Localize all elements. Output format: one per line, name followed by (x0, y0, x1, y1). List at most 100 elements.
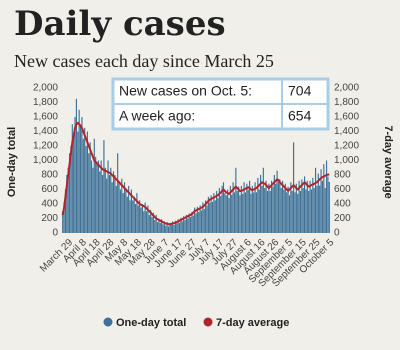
bar (199, 205, 201, 233)
bar (288, 195, 291, 233)
bar (209, 202, 211, 233)
bar (205, 200, 207, 233)
bar (96, 164, 98, 233)
bar (154, 219, 156, 233)
bar (328, 181, 330, 233)
bar (118, 182, 120, 233)
y-tick-label: 1,200 (33, 141, 58, 152)
bar (155, 214, 157, 233)
bar (250, 193, 252, 233)
bar (73, 135, 75, 233)
bar (319, 185, 321, 233)
bar (214, 200, 216, 233)
chart-title: Daily cases (14, 4, 226, 44)
bar (150, 209, 152, 233)
bar (272, 186, 274, 233)
bar (123, 182, 126, 233)
bar (141, 204, 143, 233)
bar (286, 192, 288, 233)
bar (145, 211, 148, 233)
bar (165, 225, 167, 233)
bar (111, 182, 113, 233)
y2-tick-label: 1,400 (334, 126, 359, 137)
bar (166, 222, 168, 233)
bar (92, 167, 94, 233)
bar (129, 200, 131, 233)
bar (310, 189, 313, 233)
legend-label: One-day total (116, 317, 186, 329)
bar (294, 192, 296, 233)
bar (78, 109, 80, 233)
bar (70, 146, 72, 233)
bar (64, 189, 67, 233)
bar (280, 188, 282, 233)
bar (271, 180, 273, 233)
bar (71, 124, 73, 233)
bar (140, 207, 142, 233)
bar (77, 131, 79, 233)
bar (126, 196, 128, 233)
y2-tick-label: 0 (334, 228, 340, 239)
y2-axis-title: 7-day average (382, 125, 394, 198)
bar (287, 186, 289, 233)
bar (279, 179, 281, 233)
callout-label: New cases on Oct. 5: (119, 83, 252, 99)
bar (303, 176, 306, 233)
bar (316, 185, 318, 233)
bar (195, 213, 197, 233)
y-axis-title: One-day total (6, 127, 18, 197)
bar (181, 221, 183, 233)
bar (246, 183, 248, 233)
bar (151, 217, 153, 233)
bar (314, 167, 317, 233)
bar (275, 183, 277, 233)
bar (183, 216, 185, 233)
bar (257, 177, 259, 233)
bar (167, 226, 170, 233)
bar (243, 182, 245, 233)
y-tick-label: 1,400 (33, 126, 58, 137)
bar (255, 192, 258, 233)
y-tick-label: 0 (52, 228, 58, 239)
bar (172, 221, 174, 233)
bar (324, 188, 326, 233)
bar (184, 219, 186, 233)
bar (107, 160, 109, 233)
bar (95, 156, 97, 233)
bar (133, 196, 135, 233)
legend-swatch (103, 317, 113, 327)
bar (218, 188, 220, 233)
y-tick-label: 600 (41, 184, 58, 195)
bar (169, 222, 171, 233)
bar (254, 182, 256, 233)
bar (220, 196, 222, 233)
bar (85, 146, 87, 233)
y-tick-label: 800 (41, 170, 58, 181)
bar (67, 167, 69, 233)
bar (68, 153, 71, 233)
bar (121, 178, 123, 233)
bar (325, 160, 328, 233)
bar (306, 180, 308, 233)
bar (321, 180, 324, 233)
bar (100, 160, 102, 233)
bar (136, 193, 138, 233)
bar (180, 217, 182, 233)
y2-tick-label: 1,200 (334, 141, 359, 152)
bar (269, 190, 271, 233)
bar (185, 214, 187, 233)
bar (99, 171, 101, 233)
bar (327, 176, 329, 233)
bar (117, 153, 119, 233)
bar (282, 180, 284, 233)
bar (119, 189, 121, 233)
bar (299, 190, 302, 233)
bar (177, 219, 179, 233)
bar (268, 183, 270, 233)
bar (295, 183, 297, 233)
bar (297, 193, 299, 233)
bar (249, 180, 251, 233)
bar (317, 173, 319, 233)
bar (81, 117, 83, 233)
bar (152, 212, 154, 233)
